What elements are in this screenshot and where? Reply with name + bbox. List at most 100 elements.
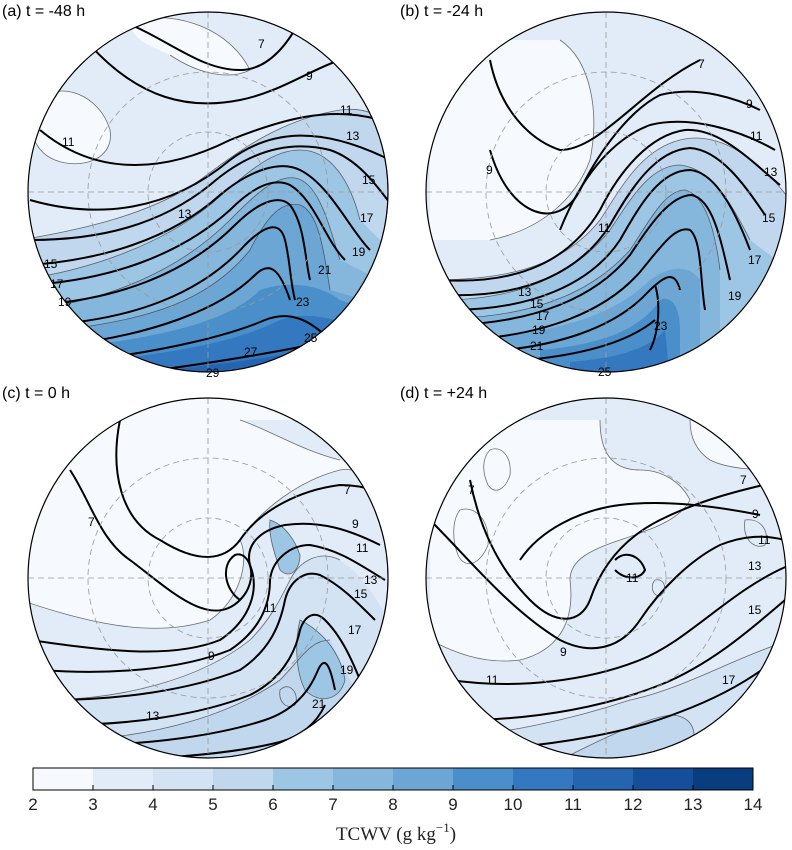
contour-label: 9 bbox=[560, 645, 567, 659]
contour-label: 19 bbox=[58, 295, 72, 309]
colorbar-cell bbox=[513, 768, 573, 790]
colorbar-cell bbox=[213, 768, 273, 790]
colorbar-cell bbox=[153, 768, 213, 790]
contour-label: 17 bbox=[50, 277, 64, 291]
panel-d-hole-2 bbox=[453, 509, 489, 564]
contour-label: 7 bbox=[468, 483, 475, 497]
contour-label: 19 bbox=[352, 245, 366, 259]
panel-d: (d) t = +24 h bbox=[400, 385, 787, 759]
panel-d-contour-labels: 7 7 9 11 13 15 17 11 9 11 bbox=[468, 473, 771, 687]
contour-label: 19 bbox=[340, 663, 354, 677]
contour-label: 17 bbox=[360, 211, 374, 225]
colorbar-cell bbox=[633, 768, 693, 790]
colorbar-label-close: ) bbox=[450, 824, 456, 845]
colorbar-cells bbox=[33, 768, 753, 790]
panel-a-fill-low bbox=[31, 91, 111, 164]
panel-a: (a) t = -48 h bbox=[2, 3, 389, 380]
contour-label: 11 bbox=[356, 541, 369, 555]
contour-label: 23 bbox=[296, 295, 310, 309]
panel-d-label: (d) t = +24 h bbox=[400, 385, 487, 402]
contour-label: 7 bbox=[344, 483, 351, 497]
contour-label: 9 bbox=[306, 69, 313, 83]
colorbar-cell bbox=[573, 768, 633, 790]
contour-label: 21 bbox=[530, 339, 544, 353]
colorbar-tick-label: 4 bbox=[148, 795, 157, 814]
colorbar-tick-label: 2 bbox=[28, 795, 37, 814]
contour-label: 13 bbox=[748, 559, 762, 573]
contour-label: 13 bbox=[364, 573, 378, 587]
panel-b-label: (b) t = -24 h bbox=[400, 3, 483, 20]
panel-c-contour-labels: 7 7 9 11 13 15 17 19 21 9 11 13 bbox=[88, 483, 378, 723]
contour-label: 11 bbox=[62, 135, 75, 149]
colorbar-cell bbox=[693, 768, 753, 790]
colorbar-tick-label: 7 bbox=[328, 795, 337, 814]
contour-label: 13 bbox=[146, 709, 160, 723]
contour-label: 7 bbox=[698, 57, 705, 71]
contour-label: 7 bbox=[88, 515, 95, 529]
colorbar-tick-label: 11 bbox=[564, 795, 582, 814]
contour-label: 9 bbox=[486, 163, 493, 177]
colorbar-cell bbox=[273, 768, 333, 790]
colorbar: 2 3 4 5 6 7 8 9 10 11 12 13 14 TCWV (g kg−1) bbox=[28, 767, 762, 845]
contour-label: 7 bbox=[258, 37, 265, 51]
contour-label: 29 bbox=[206, 366, 220, 380]
colorbar-tick-label: 3 bbox=[88, 795, 97, 814]
panel-d-fill-5 bbox=[430, 640, 786, 758]
panel-a-fill-low2 bbox=[130, 17, 250, 75]
contour-label: 11 bbox=[264, 601, 277, 615]
contour-label: 27 bbox=[244, 345, 258, 359]
panel-c-label: (c) t = 0 h bbox=[2, 385, 70, 402]
colorbar-tick-label: 9 bbox=[448, 795, 457, 814]
contour-label: 17 bbox=[348, 623, 362, 637]
contour-label: 17 bbox=[722, 673, 736, 687]
contour-label: 11 bbox=[486, 673, 499, 687]
colorbar-cell bbox=[333, 768, 393, 790]
contour-label: 9 bbox=[746, 97, 753, 111]
contour-label: 11 bbox=[626, 571, 639, 585]
contour-label: 11 bbox=[598, 221, 611, 235]
panel-d-fill-6 bbox=[560, 715, 694, 758]
contour-label: 13 bbox=[764, 165, 778, 179]
contour-label: 9 bbox=[352, 517, 359, 531]
contour-label: 15 bbox=[354, 587, 368, 601]
colorbar-tick-label: 10 bbox=[504, 795, 523, 814]
panel-c: (c) t = 0 h bbox=[2, 385, 389, 759]
contour-label: 7 bbox=[740, 473, 747, 487]
panel-c-fill-6 bbox=[80, 640, 360, 758]
contour-label: 9 bbox=[752, 507, 759, 521]
panel-b-contour-labels: 7 9 11 13 15 17 19 9 11 13 15 17 19 21 2… bbox=[486, 57, 778, 379]
colorbar-ticks: 2 3 4 5 6 7 8 9 10 11 12 13 14 bbox=[28, 785, 762, 814]
panel-d-hole-1 bbox=[483, 448, 511, 491]
colorbar-label-exponent: −1 bbox=[436, 820, 450, 835]
panel-a-label: (a) t = -48 h bbox=[2, 3, 85, 20]
contour-label: 19 bbox=[532, 323, 546, 337]
colorbar-tick-label: 6 bbox=[268, 795, 277, 814]
contour-label: 15 bbox=[748, 603, 762, 617]
panel-b-fill-low bbox=[430, 40, 594, 240]
contour-label: 21 bbox=[312, 697, 326, 711]
contour-label: 15 bbox=[44, 257, 58, 271]
panel-b: (b) t = -24 h bbox=[400, 3, 787, 379]
contour-label: 13 bbox=[346, 129, 360, 143]
contour-label: 19 bbox=[728, 289, 742, 303]
contour-label: 15 bbox=[362, 173, 376, 187]
contour-label: 17 bbox=[536, 309, 550, 323]
contour-label: 11 bbox=[750, 129, 763, 143]
contour-label: 21 bbox=[318, 263, 332, 277]
contour-label: 25 bbox=[598, 365, 612, 379]
contour-label: 11 bbox=[758, 533, 771, 547]
colorbar-cell bbox=[393, 768, 453, 790]
contour-label: 13 bbox=[178, 207, 192, 221]
contour-label: 9 bbox=[208, 649, 215, 663]
panel-a-contour-labels: 7 9 11 13 15 17 19 21 23 25 27 29 11 13 … bbox=[44, 37, 376, 380]
contour-label: 15 bbox=[762, 211, 776, 225]
contour-label: 23 bbox=[654, 319, 668, 333]
colorbar-label-text: TCWV (g kg bbox=[336, 824, 436, 845]
contour-label: 17 bbox=[748, 253, 762, 267]
contour-label: 15 bbox=[530, 297, 544, 311]
colorbar-tick-label: 13 bbox=[684, 795, 703, 814]
colorbar-tick-label: 14 bbox=[744, 795, 763, 814]
colorbar-cell bbox=[33, 768, 93, 790]
colorbar-tick-label: 12 bbox=[624, 795, 643, 814]
